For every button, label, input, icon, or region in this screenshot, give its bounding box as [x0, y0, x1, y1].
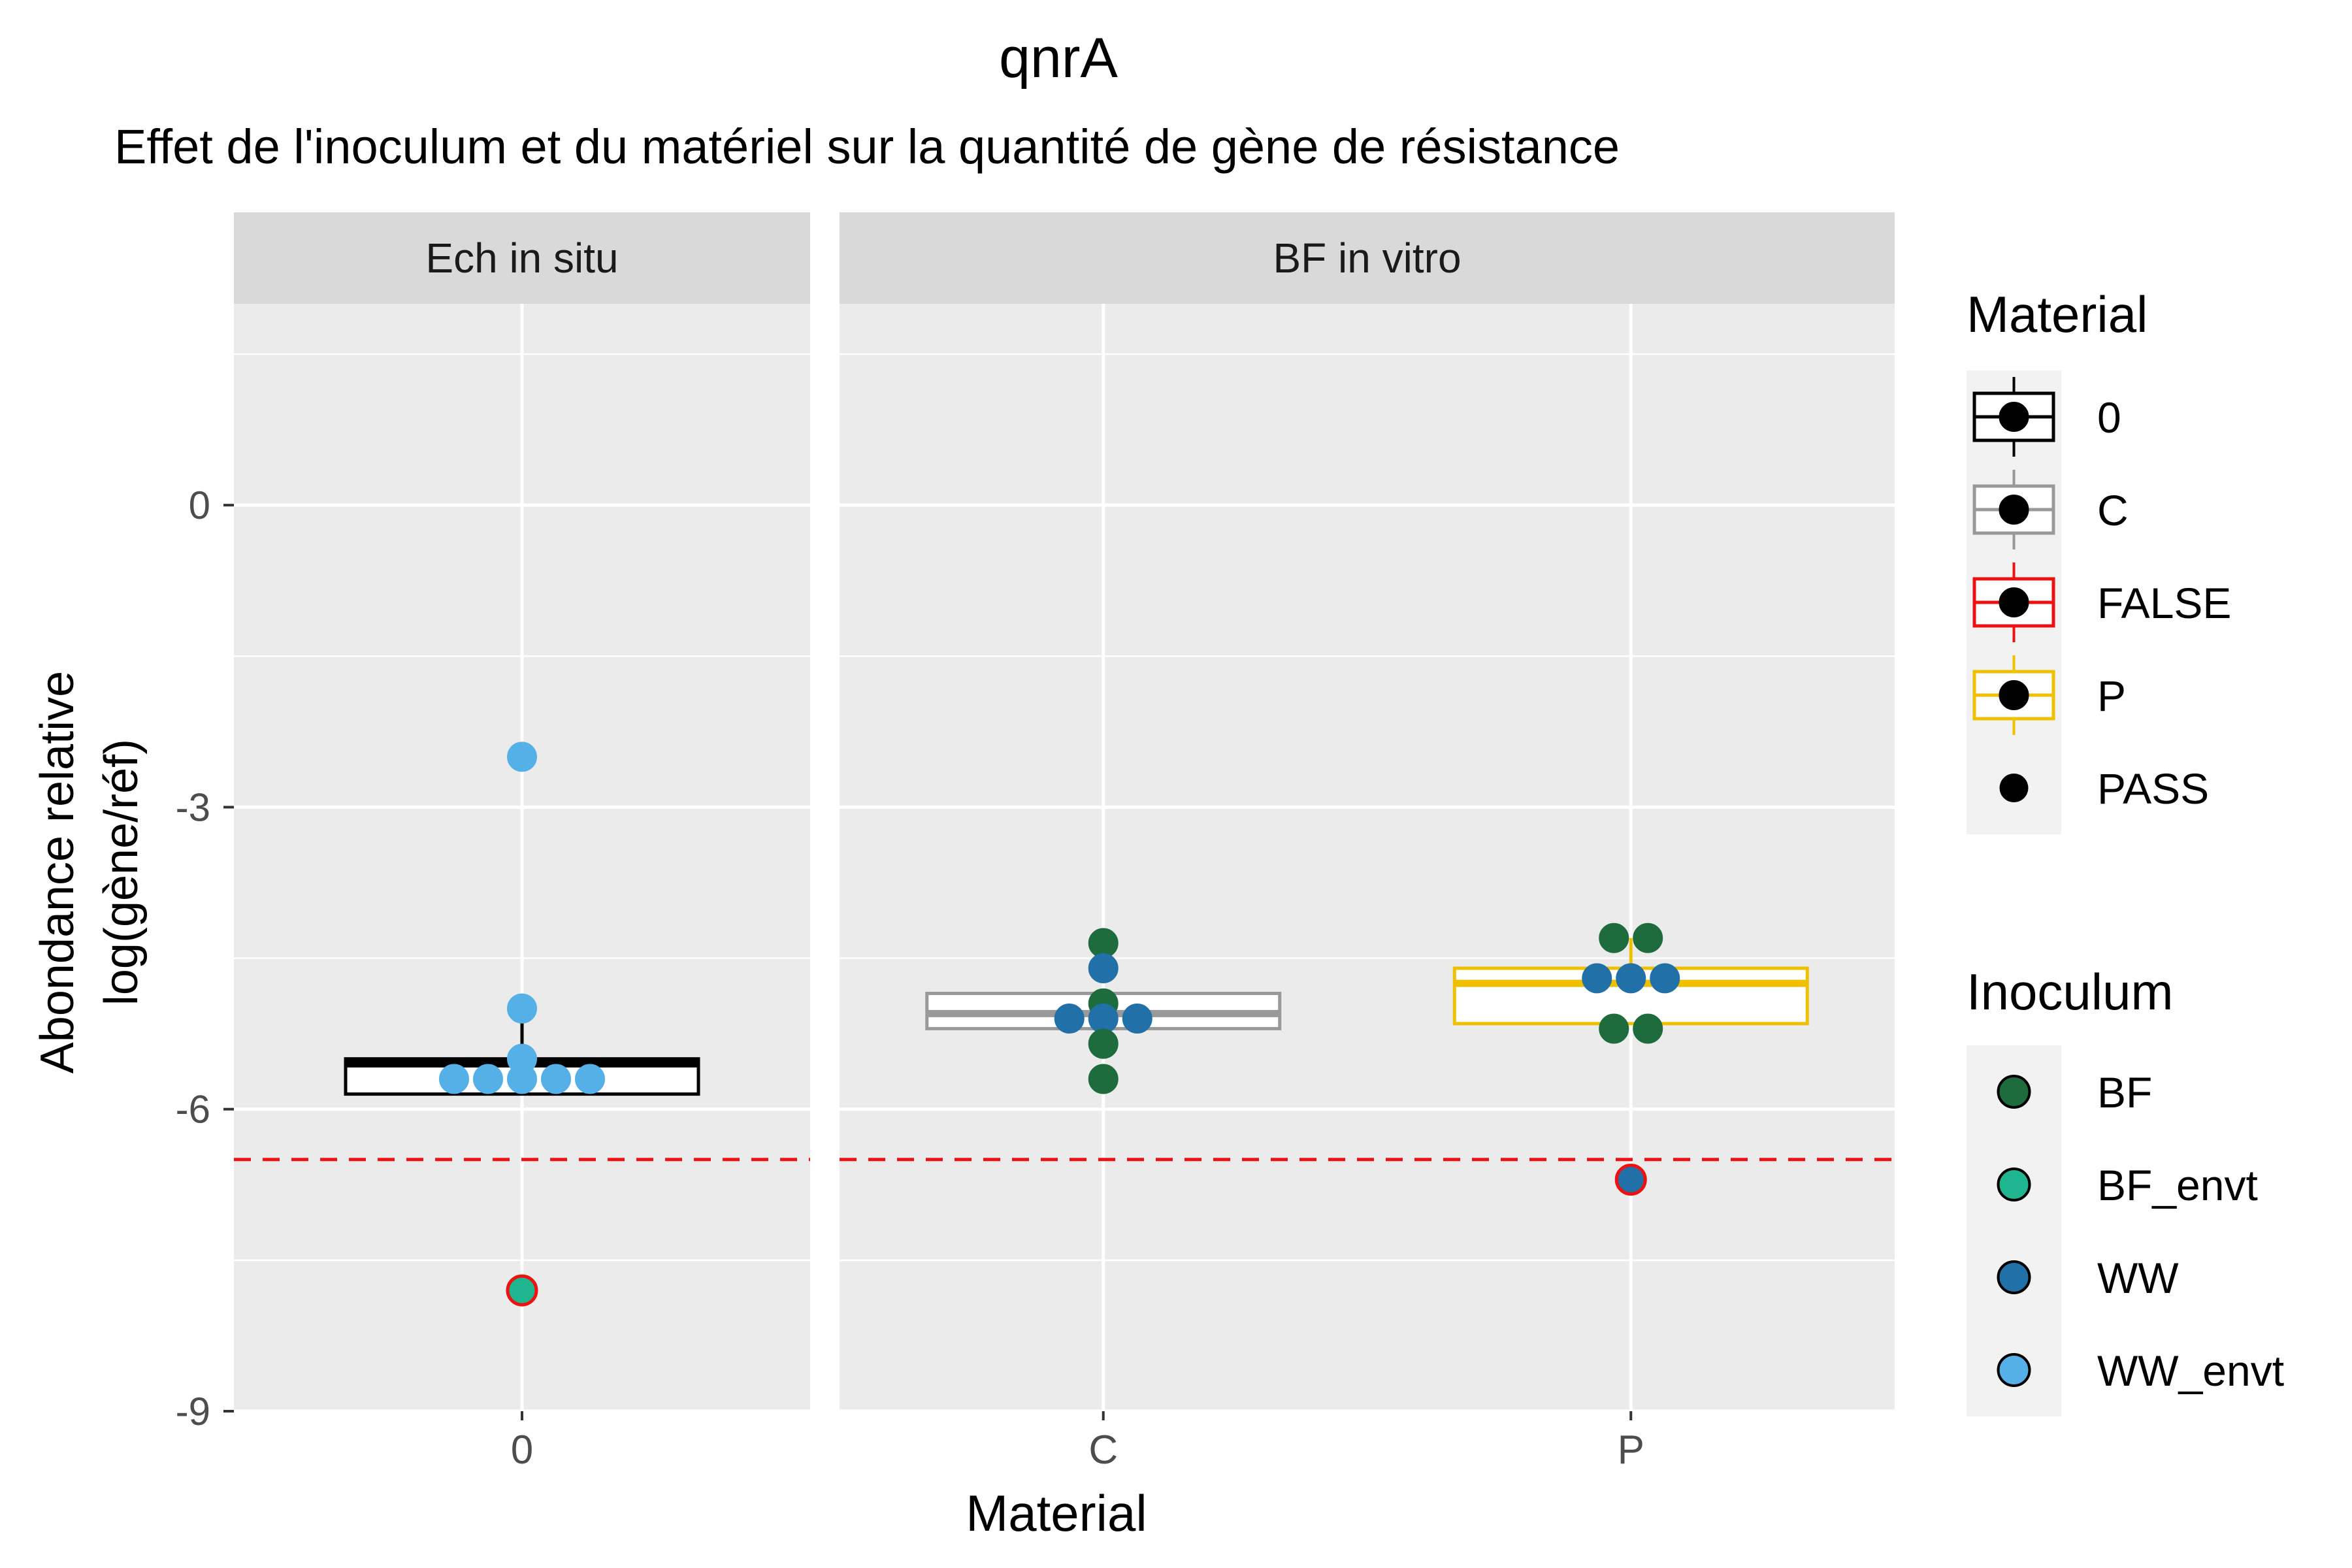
facet-panel-0: 0 Ech in situ	[234, 212, 810, 1473]
facet-strip-label: Ech in situ	[425, 235, 618, 282]
legend-key-point	[1997, 1353, 2031, 1387]
data-point	[1614, 1164, 1647, 1196]
chart-subtitle: Effet de l'inoculum et du matériel sur l…	[114, 120, 1620, 174]
legend-key-point	[1997, 1075, 2031, 1109]
legend-item-inoculum-WW_envt: WW_envt	[1967, 1324, 2284, 1416]
data-point	[1650, 963, 1680, 994]
legends: Material 0 C FALSE P PASS Inoculum BF BF_envt WW W…	[1967, 286, 2284, 1416]
data-point	[1088, 1004, 1119, 1034]
data-point	[1616, 963, 1646, 994]
y-axis: 0 -3 -6 -9	[176, 483, 234, 1433]
y-tick-label: -6	[176, 1088, 210, 1132]
y-tick-label: 0	[189, 483, 210, 527]
x-tick-label: 0	[511, 1428, 533, 1473]
legend-key-point	[1997, 1260, 2031, 1294]
y-axis-label-line1: Abondance relative	[31, 671, 84, 1073]
legend-label: BF	[2097, 1068, 2152, 1117]
legend-key-point	[1999, 774, 2029, 802]
legend-item-inoculum-BF: BF	[1967, 1045, 2152, 1138]
facet-strip	[840, 212, 1895, 304]
legend-item-material-C: C	[1967, 463, 2129, 556]
legend-label: 0	[2097, 393, 2121, 442]
data-point	[1088, 1028, 1119, 1059]
data-point	[541, 1064, 571, 1094]
y-tick-label: -9	[176, 1390, 210, 1433]
data-point	[1054, 1004, 1085, 1034]
data-point	[506, 1274, 538, 1307]
x-tick-label: P	[1618, 1428, 1644, 1473]
data-point	[507, 742, 537, 772]
data-point	[1088, 1064, 1119, 1094]
legend-key-point	[1999, 402, 2029, 432]
data-point	[1633, 1013, 1663, 1044]
legend-key-point	[1999, 495, 2029, 525]
data-point	[507, 1064, 537, 1094]
data-point	[575, 1064, 605, 1094]
panel-background	[840, 304, 1895, 1411]
y-tick-label: -3	[176, 785, 210, 829]
legend-title-inoculum: Inoculum	[1967, 963, 2174, 1021]
data-point	[473, 1064, 503, 1094]
y-axis-label-line2: log(gène/réf)	[95, 739, 148, 1005]
legend-label: BF_envt	[2097, 1161, 2258, 1209]
data-point	[1599, 923, 1629, 953]
legend-key-point	[1999, 680, 2029, 710]
chart-title: qnrA	[999, 27, 1118, 90]
legend-label: WW_envt	[2097, 1347, 2284, 1395]
legend-item-inoculum-WW: WW	[1967, 1231, 2179, 1324]
data-point	[1599, 1013, 1629, 1044]
panels: 0 Ech in situ C P BF in vitro	[234, 212, 1895, 1473]
legend-key-point	[1997, 1168, 2031, 1201]
legend-item-material-P: P	[1967, 649, 2126, 742]
data-point	[1088, 953, 1119, 983]
data-point	[1088, 928, 1119, 958]
legend-label: C	[2097, 486, 2129, 534]
x-axis-label: Material	[966, 1484, 1147, 1542]
legend-label: P	[2097, 672, 2126, 720]
legend-label: WW	[2097, 1254, 2179, 1302]
data-point	[439, 1064, 469, 1094]
facet-panel-1: C P BF in vitro	[840, 212, 1895, 1473]
legend-key-point	[1999, 587, 2029, 617]
data-point	[507, 993, 537, 1024]
legend-label: PASS	[2097, 764, 2209, 813]
legend-item-material-0: 0	[1967, 370, 2121, 463]
legend-item-inoculum-BF_envt: BF_envt	[1967, 1138, 2258, 1231]
data-point	[1582, 963, 1612, 994]
x-tick-label: C	[1088, 1428, 1118, 1473]
legend-item-material-PASS: PASS	[1967, 742, 2209, 834]
data-point	[1122, 1004, 1152, 1034]
legend-label: FALSE	[2097, 579, 2231, 627]
facet-strip	[234, 212, 810, 304]
legend-item-material-FALSE: FALSE	[1967, 556, 2231, 649]
legend-title-material: Material	[1967, 286, 2148, 343]
facet-strip-label: BF in vitro	[1273, 235, 1461, 282]
data-point	[1633, 923, 1663, 953]
